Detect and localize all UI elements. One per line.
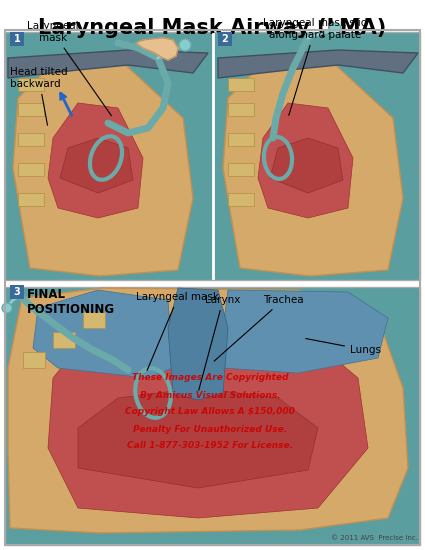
Polygon shape xyxy=(223,58,403,276)
Bar xyxy=(228,193,254,206)
Polygon shape xyxy=(48,313,368,518)
Polygon shape xyxy=(60,138,133,193)
Bar xyxy=(218,32,232,46)
Circle shape xyxy=(179,39,191,51)
Circle shape xyxy=(2,303,12,313)
Polygon shape xyxy=(223,290,388,373)
Text: 1: 1 xyxy=(14,34,20,44)
Text: Larynx: Larynx xyxy=(199,295,241,390)
Bar xyxy=(10,285,24,299)
Text: 2: 2 xyxy=(221,34,228,44)
Text: Penalty For Unauthorized Use.: Penalty For Unauthorized Use. xyxy=(133,425,287,433)
Bar xyxy=(18,103,44,116)
Polygon shape xyxy=(168,288,228,400)
Bar xyxy=(18,163,44,176)
Polygon shape xyxy=(33,290,173,378)
Text: By Amicus Visual Solutions.: By Amicus Visual Solutions. xyxy=(140,390,280,399)
Polygon shape xyxy=(218,50,418,78)
Text: Laryngeal mask slid
along hard palate: Laryngeal mask slid along hard palate xyxy=(263,18,367,116)
Text: Trachea: Trachea xyxy=(214,295,303,361)
Circle shape xyxy=(329,23,341,35)
Bar xyxy=(10,32,24,46)
Bar xyxy=(18,78,44,91)
Bar xyxy=(228,163,254,176)
Text: Lungs: Lungs xyxy=(306,338,381,355)
Polygon shape xyxy=(13,58,193,276)
Bar xyxy=(23,352,45,368)
Bar xyxy=(228,78,254,91)
Bar xyxy=(5,32,420,280)
Text: Laryngeal Mask Airway (LMA): Laryngeal Mask Airway (LMA) xyxy=(38,18,387,38)
Polygon shape xyxy=(270,138,343,193)
Bar xyxy=(228,133,254,146)
Text: Laryngeal mask: Laryngeal mask xyxy=(136,292,219,371)
Text: These Images Are Copyrighted: These Images Are Copyrighted xyxy=(132,373,288,382)
Bar xyxy=(18,133,44,146)
Text: Copyright Law Allows A $150,000: Copyright Law Allows A $150,000 xyxy=(125,408,295,416)
Polygon shape xyxy=(8,288,408,533)
Polygon shape xyxy=(48,103,143,218)
Text: © 2011 AVS  Precise Inc.: © 2011 AVS Precise Inc. xyxy=(331,535,418,541)
Bar xyxy=(18,193,44,206)
Polygon shape xyxy=(8,50,208,78)
Bar xyxy=(53,332,75,348)
Text: Head tilted
backward: Head tilted backward xyxy=(10,67,68,125)
Text: 3: 3 xyxy=(14,287,20,297)
Polygon shape xyxy=(78,388,318,488)
Text: FINAL
POSITIONING: FINAL POSITIONING xyxy=(27,288,115,316)
Bar xyxy=(228,103,254,116)
Bar xyxy=(5,287,420,545)
Polygon shape xyxy=(136,38,178,60)
Bar xyxy=(83,312,105,328)
Text: Laryngeal
mask: Laryngeal mask xyxy=(27,21,111,116)
Text: Call 1-877-303-1952 For License.: Call 1-877-303-1952 For License. xyxy=(127,442,293,450)
Polygon shape xyxy=(258,103,353,218)
